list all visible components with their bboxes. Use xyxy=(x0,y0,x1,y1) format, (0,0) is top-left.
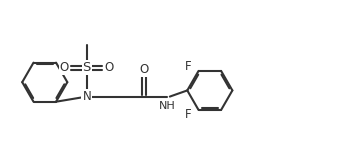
Text: O: O xyxy=(105,61,114,74)
Text: NH: NH xyxy=(158,101,175,111)
Text: N: N xyxy=(82,90,91,103)
Text: F: F xyxy=(185,108,191,121)
Text: O: O xyxy=(59,61,69,74)
Text: O: O xyxy=(140,63,149,76)
Text: F: F xyxy=(185,60,191,73)
Text: S: S xyxy=(83,61,91,74)
